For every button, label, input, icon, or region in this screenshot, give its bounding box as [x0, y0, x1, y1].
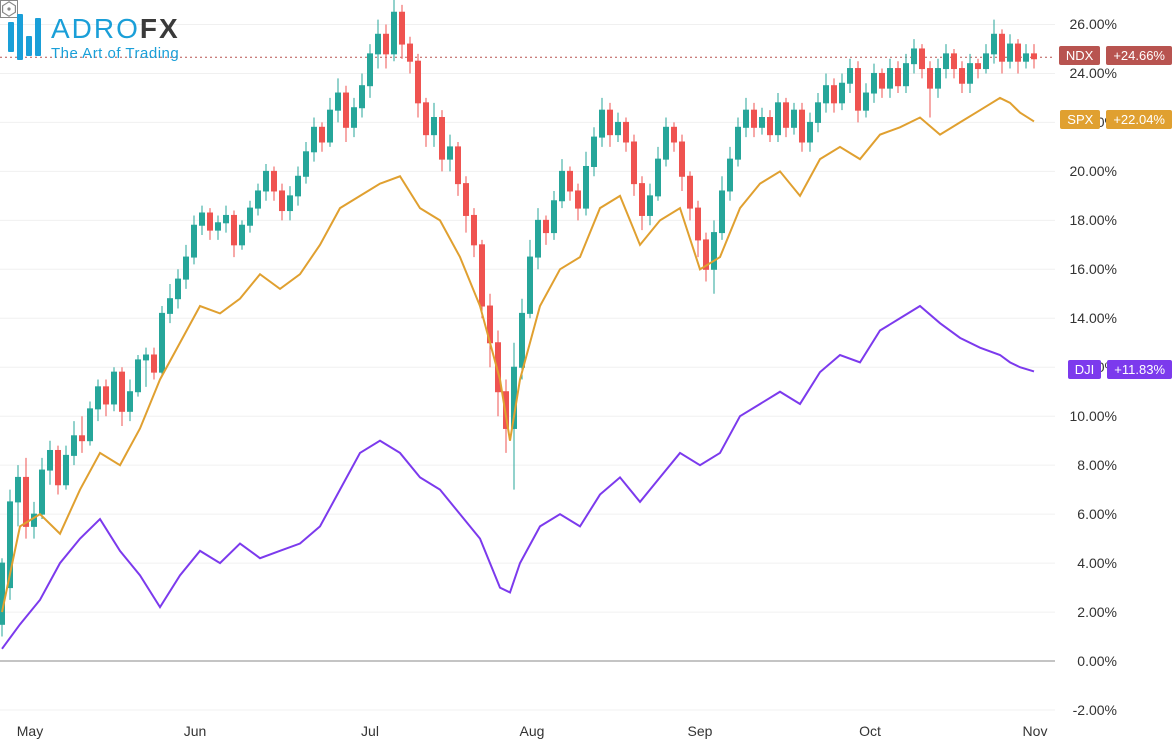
ticker-badge-dji[interactable]: DJI +11.83%: [1068, 360, 1172, 379]
y-axis-label: 16.00%: [1070, 261, 1117, 277]
y-axis-label: 24.00%: [1070, 65, 1117, 81]
logo-subtitle: The Art of Trading: [51, 45, 180, 62]
y-axis-labels: -2.00%0.00%2.00%4.00%6.00%8.00%10.00%12.…: [1062, 0, 1172, 710]
x-axis-labels: May Jun Jul Aug Sep Oct Nov: [0, 723, 1062, 743]
y-axis-label: -2.00%: [1073, 702, 1117, 718]
x-axis-label: Aug: [520, 723, 545, 739]
y-axis-label: 26.00%: [1070, 16, 1117, 32]
ticker-value: +24.66%: [1106, 46, 1172, 65]
y-axis-label: 2.00%: [1077, 604, 1117, 620]
x-axis-label: Sep: [688, 723, 713, 739]
y-axis-label: 8.00%: [1077, 457, 1117, 473]
ticker-name: SPX: [1060, 110, 1100, 129]
logo-title: ADROFX: [51, 13, 180, 45]
y-axis-label: 20.00%: [1070, 163, 1117, 179]
y-axis-label: 10.00%: [1070, 408, 1117, 424]
y-axis-label: 4.00%: [1077, 555, 1117, 571]
logo-icon: [8, 8, 41, 66]
ticker-value: +22.04%: [1106, 110, 1172, 129]
x-axis-label: Nov: [1023, 723, 1048, 739]
y-axis-label: 0.00%: [1077, 653, 1117, 669]
y-axis-label: 14.00%: [1070, 310, 1117, 326]
chart-container: ADROFX The Art of Trading -2.00% 0.00% 2.0…: [0, 0, 1172, 748]
ticker-value: +11.83%: [1107, 360, 1172, 379]
y-axis-label: 6.00%: [1077, 506, 1117, 522]
logo: ADROFX The Art of Trading: [8, 8, 180, 66]
ticker-name: NDX: [1059, 46, 1100, 65]
x-axis-label: Oct: [859, 723, 881, 739]
ticker-badge-ndx[interactable]: NDX +24.66%: [1059, 46, 1172, 65]
ticker-name: DJI: [1068, 360, 1102, 379]
x-axis-label: May: [17, 723, 43, 739]
y-axis-label: 18.00%: [1070, 212, 1117, 228]
x-axis-label: Jun: [184, 723, 207, 739]
x-axis-label: Jul: [361, 723, 379, 739]
ticker-badge-spx[interactable]: SPX +22.04%: [1060, 110, 1172, 129]
chart-svg[interactable]: [0, 0, 1172, 748]
